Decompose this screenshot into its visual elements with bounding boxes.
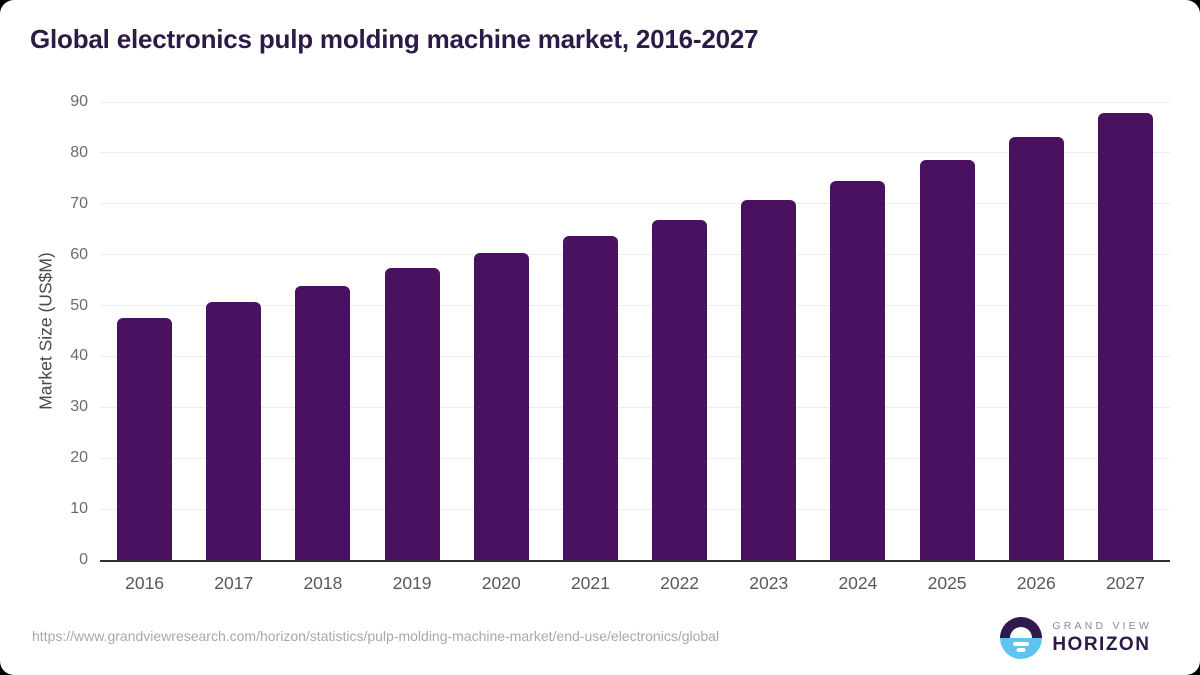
bar bbox=[384, 267, 440, 560]
y-tick-label: 80 bbox=[70, 143, 88, 161]
y-tick-label: 30 bbox=[70, 398, 88, 416]
y-tick-label: 60 bbox=[70, 245, 88, 263]
reflection-line bbox=[1016, 648, 1026, 652]
bar bbox=[919, 159, 975, 560]
x-tick-label: 2027 bbox=[1105, 573, 1145, 593]
x-tick-label: 2022 bbox=[660, 573, 700, 593]
gridline bbox=[100, 203, 1170, 205]
y-tick-label: 20 bbox=[70, 449, 88, 467]
bar bbox=[117, 317, 173, 560]
gridline bbox=[100, 254, 1170, 256]
chart-title: Global electronics pulp molding machine … bbox=[30, 24, 759, 54]
bar bbox=[206, 301, 262, 560]
x-tick-label: 2017 bbox=[214, 573, 254, 593]
gridline bbox=[100, 101, 1170, 103]
gridline bbox=[100, 152, 1170, 154]
reflection-line bbox=[1013, 642, 1030, 646]
horizon-sun-icon bbox=[1000, 617, 1043, 659]
gridline bbox=[100, 457, 1170, 459]
x-tick-label: 2026 bbox=[1016, 573, 1056, 593]
plot-area: 0 10 20 30 40 50 60 70 80 90 2016 2017 2018 2019 2020 2… bbox=[70, 93, 1170, 593]
gridline bbox=[100, 355, 1170, 357]
y-tick-label: 0 bbox=[79, 551, 88, 568]
bar bbox=[652, 219, 708, 560]
x-tick-label: 2020 bbox=[481, 573, 521, 593]
gridline bbox=[100, 508, 1170, 510]
bar bbox=[562, 236, 618, 560]
bar bbox=[1097, 112, 1153, 560]
x-tick-label: 2016 bbox=[125, 573, 165, 593]
y-tick-label: 90 bbox=[70, 93, 88, 110]
x-tick-label: 2023 bbox=[749, 573, 789, 593]
x-tick-label: 2021 bbox=[570, 573, 610, 593]
x-tick-label: 2025 bbox=[927, 573, 967, 593]
source-url: https://www.grandviewresearch.com/horizo… bbox=[32, 628, 720, 644]
gridline bbox=[100, 305, 1170, 307]
y-tick-label: 40 bbox=[70, 347, 88, 365]
brand-text: GRAND VIEW HORIZON bbox=[1052, 620, 1152, 656]
x-tick-label: 2018 bbox=[303, 573, 343, 593]
brand-name-bottom: HORIZON bbox=[1052, 634, 1151, 655]
bar bbox=[295, 285, 351, 560]
y-tick-label: 50 bbox=[70, 296, 88, 314]
brand-logo: GRAND VIEW HORIZON bbox=[1000, 617, 1152, 659]
x-tick-label: 2024 bbox=[838, 573, 878, 593]
brand-name-top: GRAND VIEW bbox=[1052, 620, 1152, 632]
bar bbox=[473, 252, 529, 560]
bar bbox=[830, 180, 886, 560]
bar bbox=[741, 200, 797, 560]
y-tick-label: 70 bbox=[70, 194, 88, 212]
x-tick-label: 2019 bbox=[392, 573, 432, 593]
gridline bbox=[100, 406, 1170, 408]
sun-dome-shape bbox=[1010, 627, 1033, 638]
bar bbox=[1008, 137, 1064, 560]
y-tick-label: 10 bbox=[70, 500, 88, 518]
y-axis-title: Market Size (US$M) bbox=[35, 252, 56, 410]
